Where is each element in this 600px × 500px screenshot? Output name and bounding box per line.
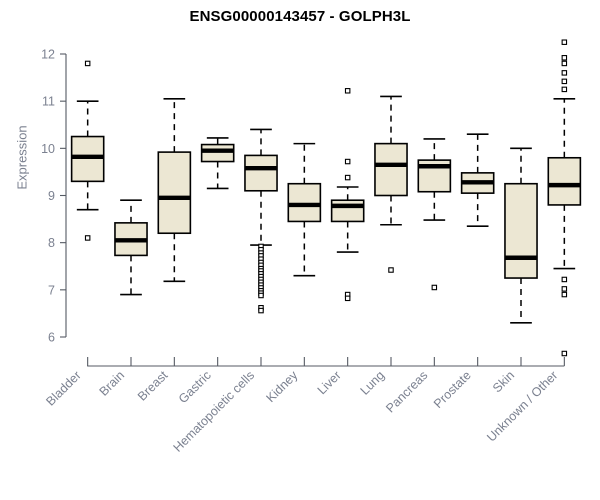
outlier-point — [388, 267, 394, 273]
boxplot-gastric — [200, 137, 235, 190]
outlier-point — [344, 88, 351, 94]
boxplot-liver — [330, 88, 365, 302]
x-tick-label: Gastric — [176, 368, 214, 406]
box-iqr — [504, 182, 538, 279]
x-tick-label: Kidney — [264, 368, 301, 405]
x-tick-label: Lung — [358, 368, 388, 398]
box-iqr — [287, 182, 322, 223]
boxplot-bladder — [70, 60, 105, 241]
outlier-point — [561, 78, 568, 85]
outlier-point — [84, 60, 91, 67]
box-iqr — [244, 154, 278, 192]
box-iqr — [374, 142, 408, 197]
outlier-point — [561, 86, 568, 93]
y-tick-label: 11 — [42, 95, 55, 109]
boxplot-lung — [374, 95, 408, 273]
x-tick-label: Bladder — [43, 368, 83, 408]
y-tick-label: 9 — [48, 189, 55, 203]
box-series — [70, 39, 582, 357]
x-tick-label: Skin — [490, 368, 517, 395]
box-iqr — [547, 156, 582, 206]
y-tick-label: 12 — [41, 48, 55, 62]
boxplot-unknown-other — [547, 39, 582, 357]
y-tick-label: 7 — [48, 283, 55, 297]
y-tick-label: 8 — [48, 236, 55, 250]
boxplot-brain — [114, 199, 148, 296]
boxplot-skin — [504, 147, 538, 324]
box-iqr — [157, 151, 192, 235]
outlier-point — [561, 39, 568, 45]
outlier-point — [344, 158, 351, 165]
outlier-point — [561, 55, 568, 61]
outlier-point — [561, 276, 568, 283]
outlier-point — [258, 292, 264, 299]
outlier-point — [84, 235, 91, 241]
outlier-point — [344, 174, 351, 181]
x-tick-label: Hematopoietic cells — [171, 368, 258, 455]
boxplot-breast — [157, 98, 192, 283]
outlier-point — [431, 284, 438, 291]
x-tick-label: Brain — [97, 368, 128, 399]
outlier-point — [561, 286, 568, 292]
boxplot-hematopoietic-cells — [244, 128, 278, 314]
outlier-point — [258, 307, 264, 314]
y-tick-label: 10 — [41, 142, 55, 156]
boxplot-kidney — [287, 142, 322, 277]
outlier-point — [561, 60, 568, 67]
boxplot-prostate — [460, 133, 495, 227]
x-tick-label: Prostate — [431, 368, 474, 411]
box-iqr — [200, 143, 235, 163]
x-tick-label: Breast — [135, 368, 171, 404]
boxplot-pancreas — [417, 138, 452, 291]
outlier-point — [344, 295, 351, 302]
y-tick-label: 6 — [48, 331, 55, 345]
outlier-point — [561, 350, 568, 357]
x-tick-label: Liver — [315, 368, 344, 397]
chart-title: ENSG00000143457 - GOLPH3L — [189, 8, 411, 25]
outlier-point — [561, 70, 568, 76]
box-iqr — [330, 199, 365, 223]
x-tick-label: Pancreas — [383, 368, 430, 415]
outlier-point — [561, 291, 568, 298]
y-axis: 6 7 8 9 10 11 12 — [41, 48, 67, 345]
